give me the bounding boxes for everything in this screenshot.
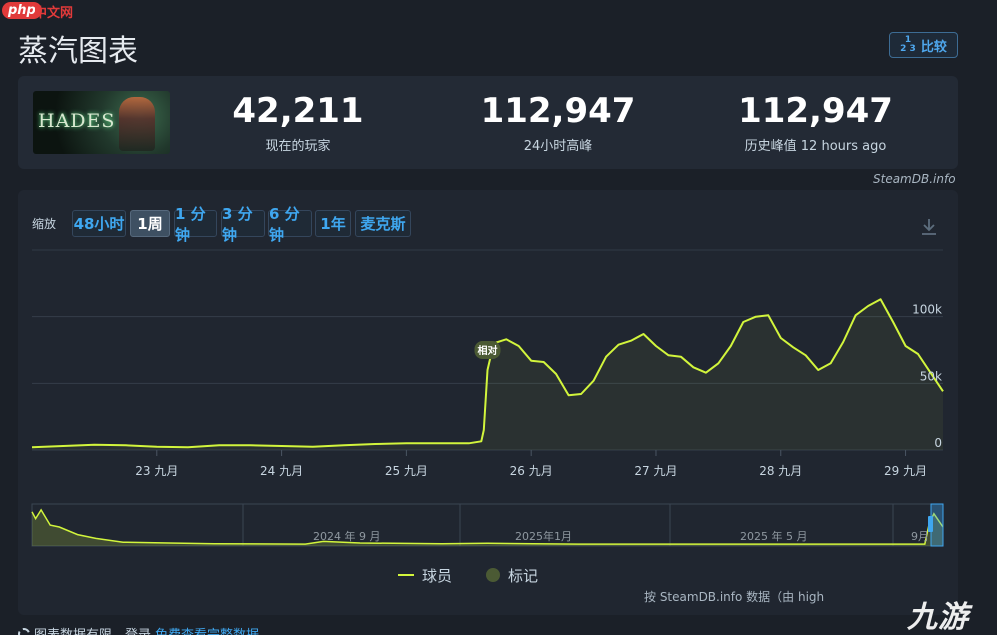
x-tick-label: 23 九月 <box>135 464 178 478</box>
legend-markers[interactable]: 标记 <box>508 566 539 585</box>
y-tick-label: 50k <box>920 369 942 383</box>
series-line <box>31 298 944 449</box>
character-art <box>119 97 155 151</box>
compare-label: 比较 <box>920 39 947 55</box>
zoom-1week-button[interactable]: 1周 <box>130 210 170 237</box>
chart-panel: 缩放 48小时 1周 1 分钟 3 分钟 6 分钟 1年 麦克斯 0 50k 100… <box>18 190 958 615</box>
chart-legend: 球员 标记 <box>398 565 538 585</box>
x-tick-label: 28 九月 <box>759 464 802 478</box>
zoom-label: 缩放 <box>32 217 57 231</box>
x-tick-label: 29 九月 <box>884 464 927 478</box>
navigator-label: 2024 年 9 月 <box>313 529 380 543</box>
zoom-1year-button[interactable]: 1年 <box>315 210 351 237</box>
annotation: 相对 <box>474 341 501 359</box>
current-players-label: 现在的玩家 <box>265 139 331 154</box>
all-time-peak-stat: 112,947 历史峰值 12 hours ago <box>733 91 898 154</box>
x-tick-label: 25 九月 <box>385 464 428 478</box>
annotation-badge[interactable] <box>474 341 501 359</box>
x-tick-label: 27 九月 <box>634 464 677 478</box>
x-axis: 23 九月 24 九月 25 九月 26 九月 27 九月 28 九月 29 九月 <box>135 450 927 478</box>
navigator[interactable]: 2024 年 9 月 2025年1月 2025 年 5 月 9月 <box>31 503 944 547</box>
navigator-label: 2025年1月 <box>515 529 572 543</box>
y-tick-label: 0 <box>934 436 942 450</box>
zoom-max-button[interactable]: 麦克斯 <box>355 210 411 237</box>
game-logo-text: HADES <box>38 110 116 132</box>
view-full-data-link[interactable]: 免费查看完整数据 <box>155 624 259 635</box>
limited-data-note: 图表数据有限，登录 免费查看完整数据 <box>18 624 259 635</box>
navigator-handle[interactable] <box>928 516 933 532</box>
stats-panel: HADES 42,211 现在的玩家 112,947 24小时高峰 112,94… <box>18 76 958 169</box>
navigator-line <box>31 508 944 545</box>
navigator-frame <box>31 503 944 547</box>
marker-dot-swatch <box>486 568 501 582</box>
data-credit: 按 SteamDB.info 数据（由 high <box>644 590 825 604</box>
php-site-text: 中文网 <box>34 6 74 21</box>
limited-data-text: 图表数据有限，登录 <box>34 624 151 635</box>
steamdb-source-link[interactable]: SteamDB.info <box>873 172 956 186</box>
zoom-48h-button[interactable]: 48小时 <box>72 210 126 237</box>
peak-24h-label: 24小时高峰 <box>523 139 593 154</box>
x-tick-label: 24 九月 <box>260 464 303 478</box>
navigator-label: 9月 <box>911 530 929 543</box>
page-title: 蒸汽图表 <box>18 34 138 69</box>
current-players-value: 42,211 <box>232 91 364 131</box>
game-thumbnail[interactable]: HADES <box>33 91 170 154</box>
loading-ring-icon <box>18 627 30 635</box>
all-time-peak-value: 112,947 <box>738 91 893 131</box>
y-axis: 0 50k 100k <box>912 303 942 450</box>
y-tick-label: 100k <box>912 303 942 317</box>
navigator-label: 2025 年 5 月 <box>740 529 807 543</box>
peak-24h-stat: 112,947 24小时高峰 <box>473 91 643 154</box>
all-time-peak-label: 历史峰值 12 hours ago <box>744 139 887 154</box>
watermark-logo: 九游 <box>907 600 969 635</box>
download-icon[interactable] <box>919 217 939 237</box>
peak-24h-value: 112,947 <box>480 91 636 131</box>
current-players-stat: 42,211 现在的玩家 <box>223 91 373 154</box>
php-badge: php <box>2 2 42 19</box>
legend-players[interactable]: 球员 <box>422 566 453 585</box>
x-tick-label: 26 九月 <box>510 464 553 478</box>
players-line-swatch <box>398 574 414 576</box>
players-series-line <box>31 298 944 449</box>
annotation-label: 相对 <box>478 344 498 357</box>
